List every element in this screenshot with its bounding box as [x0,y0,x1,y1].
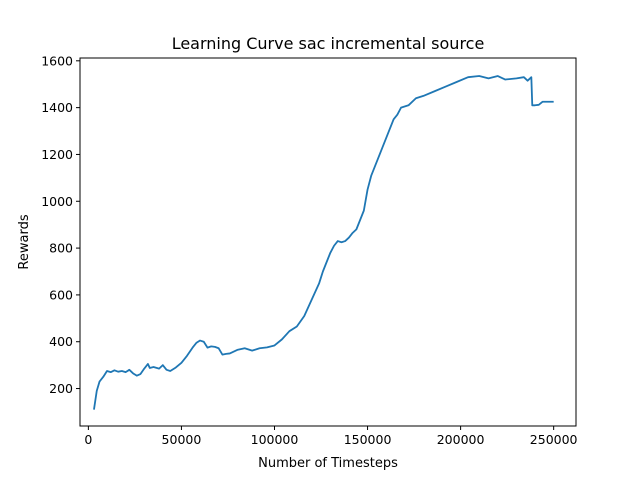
y-tick-label: 600 [49,287,73,302]
x-tick-label: 50000 [162,432,202,447]
x-tick-label: 250000 [530,432,578,447]
x-axis-label: Number of Timesteps [258,456,398,471]
x-tick-label: 0 [84,432,92,447]
y-axis-label: Rewards [17,214,32,269]
y-tick-label: 1400 [41,100,73,115]
y-axis-ticks: 200 400 600 800 1000 1200 1400 1600 [41,53,80,396]
x-tick-label: 150000 [344,432,392,447]
chart-title: Learning Curve sac incremental source [172,34,485,53]
plot-area [93,75,554,410]
y-tick-label: 400 [49,334,73,349]
axes-frame [79,57,577,427]
y-tick-label: 1600 [41,53,73,68]
y-tick-label: 200 [49,381,73,396]
x-tick-label: 100000 [251,432,299,447]
y-tick-label: 1200 [41,147,73,162]
x-axis-ticks: 0 50000 100000 150000 200000 250000 [84,426,578,447]
y-tick-label: 800 [49,241,73,256]
x-tick-label: 200000 [437,432,485,447]
series-line-0 [93,75,554,410]
y-tick-label: 1000 [41,194,73,209]
